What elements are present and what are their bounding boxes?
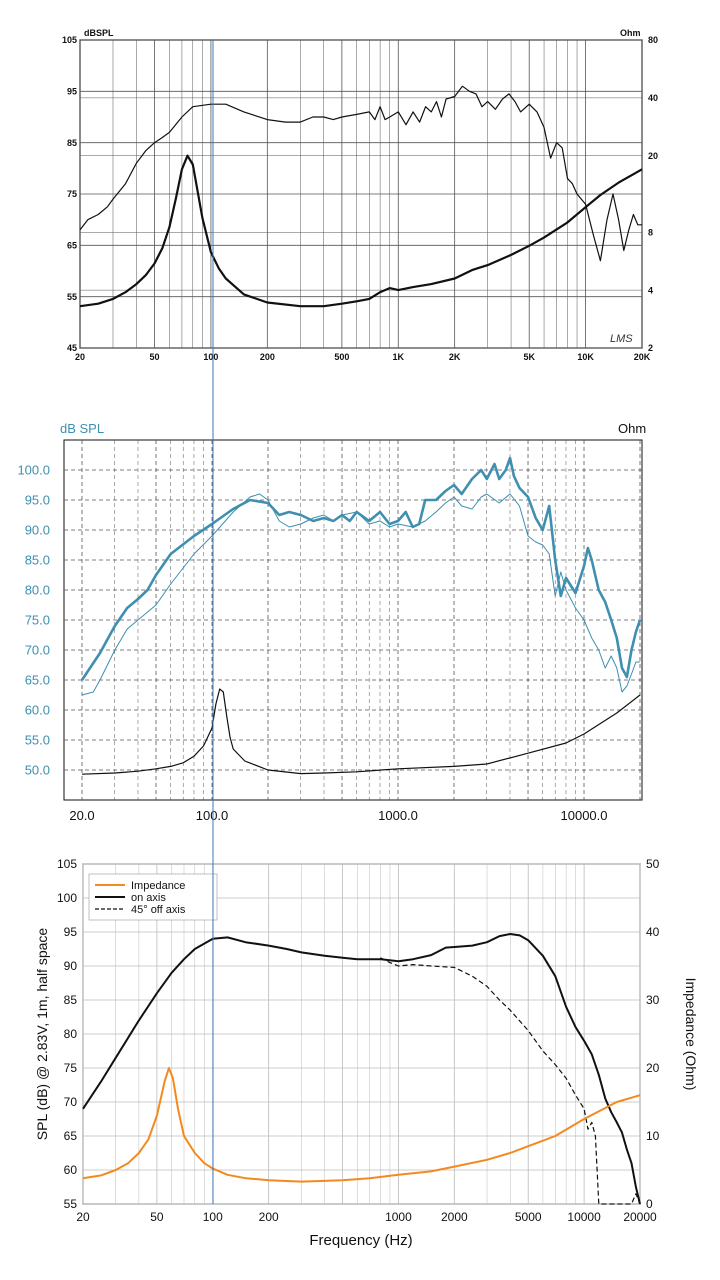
y2-tick-label: 10 (646, 1129, 660, 1143)
x-tick-label: 2000 (441, 1210, 468, 1224)
x-tick-label: 100 (203, 352, 218, 362)
series-3 (81, 688, 641, 775)
y-tick-label: 75.0 (25, 613, 50, 628)
x-tick-label: 10000.0 (561, 808, 608, 823)
y-tick-label: 70.0 (25, 643, 50, 658)
x-tick-label: 10000 (567, 1210, 601, 1224)
y2-tick-label: 80 (648, 35, 658, 45)
y-tick-label: 100 (57, 891, 77, 905)
legend-item-45-off-axis: 45° off axis (131, 904, 186, 916)
legend: Impedance on axis 45° off axis (88, 873, 218, 921)
y-tick-label: 80 (64, 1027, 78, 1041)
y-tick-label: 75 (64, 1061, 78, 1075)
series-on-axis (82, 933, 641, 1205)
y-tick-label: 65 (67, 240, 77, 250)
y-tick-label: 95 (67, 86, 77, 96)
y2-tick-label: 40 (648, 93, 658, 103)
x-tick-label: 20 (76, 1210, 90, 1224)
chart-bottom: 20 50 100 200 1000 2000 5000 10000 2000055606570… (34, 857, 699, 1249)
y-tick-label: 95.0 (25, 493, 50, 508)
y-tick-label: 105 (62, 35, 77, 45)
y2-tick-label: 2 (648, 343, 653, 353)
x-tick-label: 20000 (623, 1210, 657, 1224)
x-tick-label: 1K (393, 352, 405, 362)
y-tick-label: 55 (67, 292, 77, 302)
y-tick-label: 100.0 (17, 463, 50, 478)
y-tick-label: 90.0 (25, 523, 50, 538)
x-tick-label: 5000 (515, 1210, 542, 1224)
y-tick-label: 65.0 (25, 673, 50, 688)
legend-item-on-axis: on axis (131, 892, 166, 904)
x-tick-label: 20K (634, 352, 651, 362)
top-watermark: LMS (610, 333, 633, 345)
series-1 (79, 85, 642, 262)
x-tick-label: 2K (449, 352, 461, 362)
y-tick-label: 55.0 (25, 733, 50, 748)
x-tick-label: 1000.0 (378, 808, 418, 823)
legend-item-impedance: Impedance (131, 880, 185, 892)
x-tick-label: 50 (150, 1210, 164, 1224)
y-tick-label: 60.0 (25, 703, 50, 718)
x-tick-label: 1000 (385, 1210, 412, 1224)
y2-tick-label: 40 (646, 925, 660, 939)
top-y2-unit-label: Ohm (620, 28, 641, 38)
chart-top: 20 50 100 200 500 1K 2K 5K 10K 20K 45 55 65 75 85 95 105… (62, 28, 658, 362)
y-tick-label: 70 (64, 1095, 78, 1109)
x-tick-label: 50 (150, 352, 160, 362)
y-tick-label: 60 (64, 1163, 78, 1177)
y2-tick-label: 30 (646, 993, 660, 1007)
bottom-y2-axis-label: Impedance (Ohm) (683, 978, 699, 1091)
y2-tick-label: 20 (646, 1061, 660, 1075)
x-tick-label: 20.0 (69, 808, 94, 823)
y-tick-label: 45 (67, 343, 77, 353)
x-tick-label: 500 (334, 352, 349, 362)
x-tick-label: 100.0 (196, 808, 229, 823)
y-tick-label: 85 (64, 993, 78, 1007)
series-2 (81, 493, 640, 696)
x-tick-label: 20 (75, 352, 85, 362)
y-tick-label: 85 (67, 138, 77, 148)
middle-y-unit-label: dB SPL (60, 421, 104, 436)
chart-middle: 20.0 100.0 1000.0 10000.0 50.0 55.0 60.0 65.0 70… (17, 421, 646, 823)
x-tick-label: 10K (577, 352, 594, 362)
series-impedance (82, 1067, 641, 1183)
y2-tick-label: 8 (648, 227, 653, 237)
y2-tick-label: 0 (646, 1197, 653, 1211)
x-tick-label: 200 (259, 1210, 279, 1224)
x-tick-label: 100 (203, 1210, 223, 1224)
series-45-off-axis (380, 957, 641, 1205)
y-tick-label: 55 (64, 1197, 78, 1211)
y2-tick-label: 4 (648, 285, 653, 295)
y-tick-label: 95 (64, 925, 78, 939)
middle-y2-unit-label: Ohm (618, 421, 646, 436)
series-2 (79, 154, 643, 308)
y-tick-label: 75 (67, 189, 77, 199)
bottom-x-axis-label: Frequency (Hz) (309, 1232, 412, 1249)
x-tick-label: 200 (260, 352, 275, 362)
y-tick-label: 65 (64, 1129, 78, 1143)
y-tick-label: 105 (57, 857, 77, 871)
x-tick-label: 5K (523, 352, 535, 362)
y-tick-label: 50.0 (25, 763, 50, 778)
y-tick-label: 90 (64, 959, 78, 973)
y-tick-label: 80.0 (25, 583, 50, 598)
y2-tick-label: 20 (648, 151, 658, 161)
y-tick-label: 85.0 (25, 553, 50, 568)
series-1 (80, 456, 642, 681)
y2-tick-label: 50 (646, 857, 660, 871)
top-y-unit-label: dBSPL (84, 28, 114, 38)
bottom-y-axis-label: SPL (dB) @ 2.83V, 1m, half space (34, 928, 50, 1141)
